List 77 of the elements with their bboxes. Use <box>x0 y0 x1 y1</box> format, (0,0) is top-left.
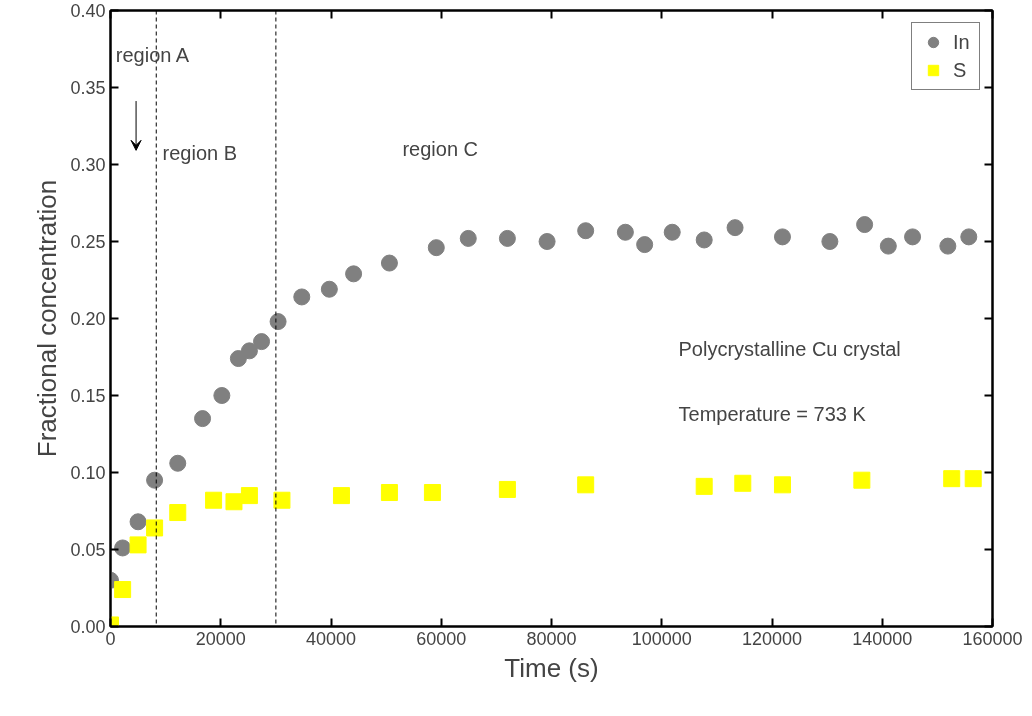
point <box>853 471 871 489</box>
y-tick-label: 0.35 <box>70 78 106 98</box>
point <box>380 484 398 502</box>
point <box>943 470 961 488</box>
point <box>964 470 982 488</box>
point <box>879 237 897 255</box>
point <box>114 539 132 557</box>
x-tick-label: 120000 <box>741 628 803 649</box>
x-axis-title: Time (s) <box>504 652 599 683</box>
point <box>577 222 595 240</box>
point <box>821 233 839 250</box>
point <box>423 484 441 502</box>
point <box>129 513 147 531</box>
point <box>146 519 164 537</box>
point <box>194 410 212 428</box>
y-tick-label: 0.40 <box>70 1 106 21</box>
point <box>269 313 287 331</box>
point <box>146 471 164 489</box>
point <box>273 491 291 509</box>
y-tick-label: 0.25 <box>70 232 106 252</box>
point <box>577 476 595 494</box>
y-tick-label: 0.20 <box>70 309 106 329</box>
annotation: region A <box>115 43 190 66</box>
point <box>229 350 247 368</box>
x-tick-label: 100000 <box>631 628 692 649</box>
point <box>773 228 791 246</box>
x-tick-label: 40000 <box>305 628 357 649</box>
point <box>240 342 258 360</box>
y-tick-label: 0.15 <box>70 386 106 406</box>
point <box>169 504 187 522</box>
x-tick-label: 60000 <box>416 628 467 649</box>
point <box>939 237 957 255</box>
point <box>663 223 681 241</box>
point <box>380 254 398 272</box>
annotation: Polycrystalline Cu crystal <box>678 338 901 361</box>
point <box>129 536 147 554</box>
point <box>856 216 874 234</box>
point <box>636 236 654 254</box>
point <box>345 265 363 283</box>
y-tick-label: 0.30 <box>70 155 106 175</box>
x-tick-label: 160000 <box>962 628 1023 649</box>
point <box>332 487 350 505</box>
point <box>213 387 231 404</box>
annotation: region B <box>162 142 238 165</box>
legend-label: S <box>953 58 968 82</box>
y-tick-label: 0.10 <box>70 463 106 483</box>
y-tick-label: 0.05 <box>70 540 106 560</box>
point <box>253 333 271 351</box>
point <box>726 219 744 237</box>
point <box>498 480 516 498</box>
point <box>616 223 634 241</box>
x-tick-label: 20000 <box>195 628 246 649</box>
x-tick-label: 80000 <box>526 628 577 649</box>
point <box>320 280 338 298</box>
point <box>538 233 556 250</box>
point <box>695 231 713 249</box>
annotation: region C <box>402 138 479 161</box>
legend-label: In <box>953 30 971 54</box>
annotation: Temperature = 733 K <box>678 402 867 425</box>
x-tick-label: 140000 <box>852 628 913 649</box>
point <box>114 581 132 599</box>
point <box>904 228 922 246</box>
point <box>459 229 477 247</box>
x-tick-label: 0 <box>105 628 116 649</box>
y-tick-label: 0.00 <box>70 617 106 637</box>
point <box>427 239 445 257</box>
point <box>498 229 516 247</box>
point <box>734 474 752 492</box>
point <box>960 228 978 246</box>
point <box>293 288 311 306</box>
point <box>225 493 243 511</box>
point <box>169 454 187 472</box>
y-axis-title: Fractional concentration <box>32 179 63 458</box>
point <box>205 491 223 509</box>
point <box>240 487 258 505</box>
point <box>695 477 713 495</box>
point <box>773 476 791 494</box>
